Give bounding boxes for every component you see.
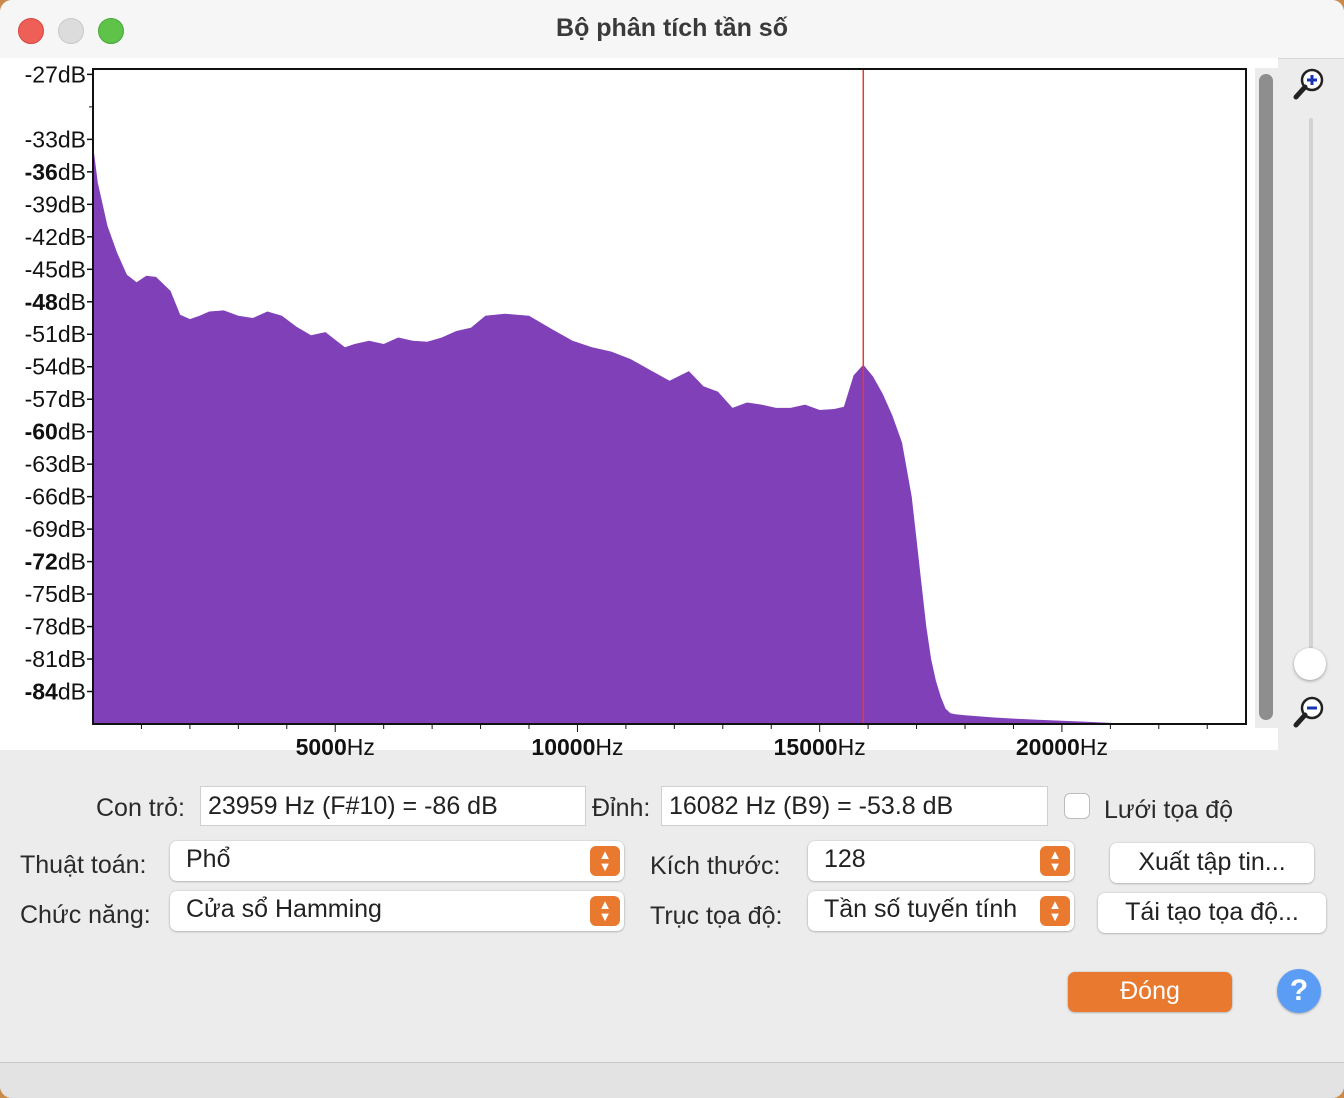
- replot-button[interactable]: Tái tạo tọa độ...: [1098, 893, 1326, 933]
- grid-checkbox[interactable]: [1064, 793, 1090, 819]
- y-tick-label: -45dB: [25, 256, 86, 282]
- y-tick-label: -48dB: [25, 289, 86, 315]
- y-tick-label: -39dB: [25, 191, 86, 217]
- zoom-slider-knob[interactable]: [1294, 648, 1326, 680]
- peak-readout-field[interactable]: 16082 Hz (B9) = -53.8 dB: [661, 786, 1048, 826]
- y-tick-label: -84dB: [25, 679, 86, 705]
- zoom-out-icon[interactable]: [1292, 694, 1328, 730]
- axis-select-value: Tần số tuyến tính: [824, 895, 1018, 923]
- y-tick-label: -42dB: [25, 224, 86, 250]
- axis-label: Trục tọa độ:: [650, 902, 783, 930]
- maximize-window-button[interactable]: [98, 18, 124, 44]
- function-select-value: Cửa sổ Hamming: [186, 895, 382, 923]
- y-tick-label: -57dB: [25, 386, 86, 412]
- y-tick-label: -81dB: [25, 646, 86, 672]
- function-select[interactable]: Cửa sổ Hamming ▲ ▼: [170, 891, 624, 931]
- zoom-slider-track[interactable]: [1309, 118, 1313, 678]
- export-button[interactable]: Xuất tập tin...: [1110, 843, 1314, 883]
- axis-select[interactable]: Tần số tuyến tính ▲ ▼: [808, 891, 1074, 931]
- plot-frame: [92, 68, 1247, 725]
- zoom-in-icon[interactable]: [1292, 66, 1328, 102]
- peak-label: Đỉnh:: [592, 794, 651, 822]
- size-select[interactable]: 128 ▲ ▼: [808, 841, 1074, 881]
- scrollbar-thumb[interactable]: [1259, 74, 1273, 720]
- algorithm-label: Thuật toán:: [20, 851, 147, 879]
- grid-label: Lưới tọa độ: [1104, 796, 1234, 824]
- y-tick-label: -33dB: [25, 126, 86, 152]
- x-tick-label: 15000Hz: [774, 734, 866, 758]
- title-bar: Bộ phân tích tần số: [0, 0, 1344, 59]
- select-chevron-icon: ▲ ▼: [590, 846, 620, 876]
- x-tick-label: 20000Hz: [1016, 734, 1108, 758]
- y-tick-label: -54dB: [25, 354, 86, 380]
- spectrum-area: [93, 144, 1246, 725]
- close-window-button[interactable]: [18, 18, 44, 44]
- select-chevron-icon: ▲ ▼: [1040, 846, 1070, 876]
- function-label: Chức năng:: [20, 901, 151, 929]
- cursor-readout-field[interactable]: 23959 Hz (F#10) = -86 dB: [200, 786, 586, 826]
- algorithm-select[interactable]: Phổ ▲ ▼: [170, 841, 624, 881]
- y-tick-label: -72dB: [25, 549, 86, 575]
- x-tick-label: 10000Hz: [531, 734, 623, 758]
- minimize-window-button[interactable]: [58, 18, 84, 44]
- window-title: Bộ phân tích tần số: [556, 14, 788, 42]
- close-button[interactable]: Đóng: [1068, 972, 1232, 1012]
- y-tick-label: -75dB: [25, 581, 86, 607]
- select-chevron-icon: ▲ ▼: [1040, 896, 1070, 926]
- window-bottom-bar: [0, 1062, 1344, 1098]
- cursor-label: Con trỏ:: [96, 794, 185, 822]
- y-tick-label: -63dB: [25, 451, 86, 477]
- y-tick-label: -36dB: [25, 159, 86, 185]
- x-tick-label: 5000Hz: [296, 734, 375, 758]
- size-label: Kích thước:: [650, 852, 781, 880]
- y-tick-label: -66dB: [25, 484, 86, 510]
- algorithm-select-value: Phổ: [186, 845, 231, 873]
- y-tick-label: -78dB: [25, 614, 86, 640]
- help-button[interactable]: ?: [1277, 969, 1321, 1013]
- y-tick-label: -51dB: [25, 321, 86, 347]
- select-chevron-icon: ▲ ▼: [590, 896, 620, 926]
- spectrum-chart[interactable]: -27dB -33dB -36dB -39dB -42dB -45dB -48dB -51dB…: [0, 58, 1250, 758]
- y-tick-label: -27dB: [25, 61, 86, 87]
- y-tick-label: -69dB: [25, 516, 86, 542]
- y-tick-label: -60dB: [25, 419, 86, 445]
- size-select-value: 128: [824, 845, 866, 873]
